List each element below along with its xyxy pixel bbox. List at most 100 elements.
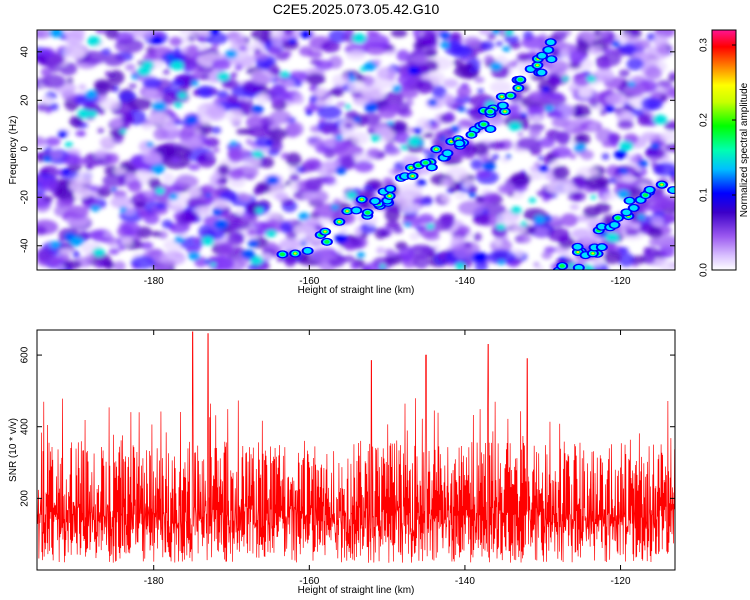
heatmap-cell (334, 233, 348, 244)
heatmap-cell (626, 57, 644, 71)
heatmap-cell (516, 137, 541, 150)
heatmap-cell (284, 255, 297, 267)
heatmap-cell (234, 64, 243, 71)
heatmap-cell (651, 142, 660, 149)
heatmap-cell (109, 118, 123, 129)
heatmap-cell (205, 140, 213, 147)
heatmap-cell (417, 141, 424, 146)
heatmap-cell (376, 66, 397, 80)
heatmap-cell (644, 147, 666, 160)
heatmap-cell (618, 246, 629, 253)
ridge-cell (503, 110, 507, 113)
ridge-cell (615, 216, 621, 220)
heatmap-cell (590, 194, 597, 200)
snr-y-tick-label: 200 (20, 490, 31, 507)
heatmap-cell (659, 131, 675, 143)
heatmap-cell (198, 35, 206, 43)
heatmap-cell (646, 33, 656, 41)
heatmap-cell (199, 74, 210, 81)
heatmap-cell (50, 241, 61, 249)
heatmap-cell (87, 110, 97, 118)
heatmap-x-tick-label: -140 (455, 276, 475, 287)
heatmap-cell (613, 149, 628, 160)
ridge-cell (537, 69, 546, 76)
heatmap-cell (534, 215, 546, 224)
heatmap-cell (198, 43, 208, 52)
heatmap-cell (353, 160, 374, 173)
heatmap-cell (266, 175, 280, 186)
heatmap-cell (535, 264, 544, 270)
heatmap-cell (361, 112, 381, 126)
heatmap-cell (209, 230, 226, 240)
heatmap-cell (249, 126, 272, 139)
heatmap-cell (560, 213, 579, 227)
heatmap-cell (49, 30, 64, 38)
heatmap-cell (506, 61, 518, 69)
ridge-cell (559, 264, 565, 268)
heatmap-cell (170, 79, 185, 87)
heatmap-cell (37, 248, 54, 261)
heatmap-cell (42, 195, 53, 202)
ridge-cell (324, 240, 330, 244)
heatmap-cell (458, 200, 485, 216)
heatmap-cell (174, 236, 184, 244)
heatmap-cell (589, 97, 599, 108)
heatmap-cell (247, 215, 258, 223)
heatmap-cell (599, 30, 610, 37)
heatmap-cell (518, 106, 526, 113)
heatmap-cell (502, 46, 511, 52)
heatmap-cell (487, 249, 516, 265)
heatmap-cell (618, 252, 635, 267)
heatmap-cell (344, 104, 351, 109)
heatmap-cell (668, 71, 675, 78)
heatmap-cell (528, 128, 542, 138)
heatmap-cell (383, 146, 401, 156)
heatmap-cell (103, 260, 115, 270)
heatmap-cell (400, 202, 421, 214)
heatmap-cell (470, 158, 484, 170)
heatmap-cell (93, 82, 111, 95)
heatmap-cell (394, 131, 411, 145)
heatmap-cell (37, 175, 44, 183)
heatmap-cell (332, 74, 345, 87)
heatmap-cell (650, 215, 664, 227)
heatmap-cell (491, 30, 501, 34)
snr-y-ticks: 200 400 600 (20, 346, 675, 507)
heatmap-cell (70, 30, 86, 39)
heatmap-cell (166, 145, 192, 159)
heatmap-cell (452, 245, 474, 259)
heatmap-cell (77, 108, 91, 119)
heatmap-cell (102, 174, 126, 188)
heatmap-cell (629, 155, 640, 163)
heatmap-cell (230, 102, 242, 110)
heatmap-cell (119, 206, 127, 212)
heatmap-cell (108, 248, 120, 255)
heatmap-cell (623, 104, 635, 112)
colorbar-tick-label: 0.0 (699, 263, 710, 277)
heatmap-cell (480, 40, 495, 51)
heatmap-cell (204, 196, 215, 206)
heatmap-cell (339, 227, 348, 234)
heatmap-cell (150, 35, 163, 45)
heatmap-cell (40, 67, 52, 77)
heatmap-cell (321, 123, 340, 134)
heatmap-cell (400, 145, 408, 151)
heatmap-cell (356, 251, 365, 258)
heatmap-y-tick-label: -20 (20, 190, 31, 205)
ridge-cell (487, 109, 493, 114)
heatmap-cell (72, 250, 81, 259)
heatmap-cell (631, 108, 644, 117)
heatmap-cell (103, 231, 113, 238)
heatmap-cell (193, 206, 212, 218)
heatmap-cell (171, 156, 181, 164)
heatmap-cell (422, 149, 430, 155)
heatmap-cell (392, 84, 402, 92)
heatmap-cell (428, 152, 436, 158)
heatmap-cell (213, 147, 220, 153)
heatmap-cell (40, 95, 53, 105)
heatmap-cell (519, 221, 528, 227)
heatmap-cell (108, 70, 125, 85)
heatmap-cell (653, 114, 668, 125)
heatmap-cell (341, 155, 356, 170)
heatmap-cell (544, 216, 553, 222)
